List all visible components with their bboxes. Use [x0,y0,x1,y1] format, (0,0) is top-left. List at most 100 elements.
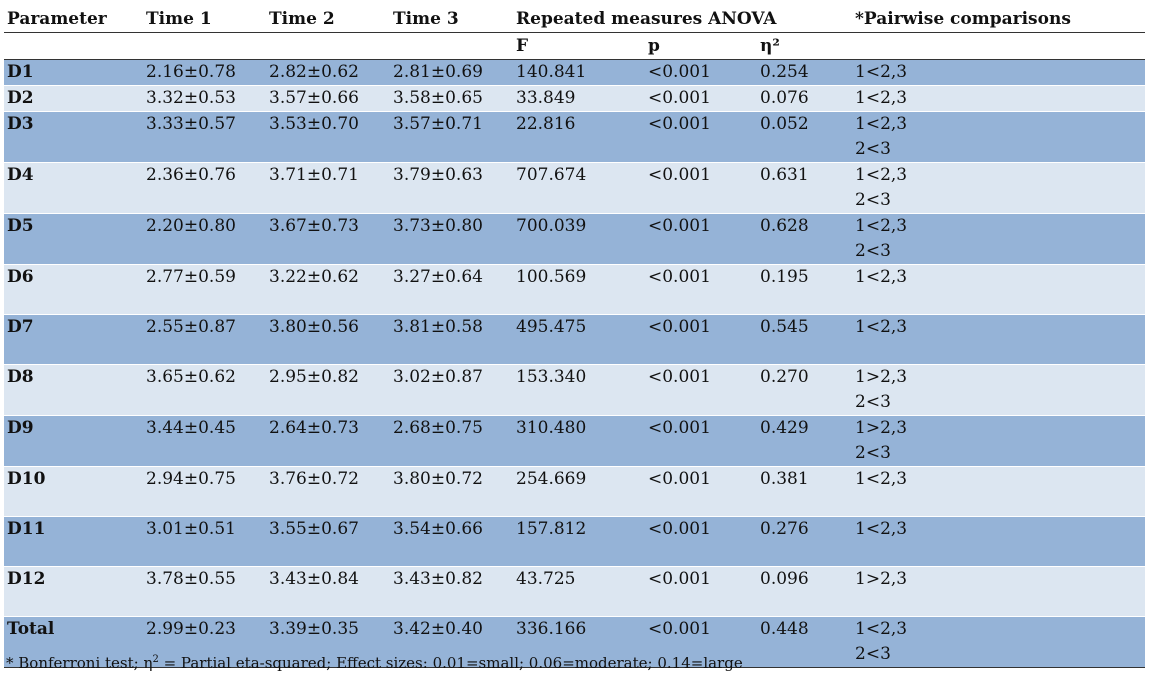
table-row: D10 2.94±0.75 3.76±0.72 3.80±0.72 254.669 <0.… [4,466,1146,517]
cell-p: <0.001 [645,264,757,315]
cell-time-1: 3.78±0.55 [143,566,266,617]
header-f: F [513,32,645,60]
cell-pairwise: 1<2,3 [852,516,1146,567]
cell-time-3: 3.58±0.65 [390,85,513,112]
cell-time-3: 3.79±0.63 [390,162,513,214]
table-row: D11 3.01±0.51 3.55±0.67 3.54±0.66 157.812 <0.… [4,516,1146,567]
cell-pairwise: 1>2,3 2<3 [852,364,1146,416]
cell-time-2: 3.22±0.62 [266,264,390,315]
pairwise-line-1: 1<2,3 [855,165,908,185]
table-row: D9 3.44±0.45 2.64±0.73 2.68±0.75 310.480 <0.0… [4,415,1146,467]
cell-p: <0.001 [645,213,757,265]
header-time-3: Time 3 [393,9,459,29]
cell-f: 33.849 [513,85,645,112]
header-anova: Repeated measures ANOVA [516,9,777,29]
cell-parameter: D3 [4,111,143,163]
pairwise-line-1: 1<2,3 [855,114,908,134]
header-row-main: Parameter Time 1 Time 2 Time 3 Repeated … [4,7,1145,33]
cell-time-1: 2.36±0.76 [143,162,266,214]
cell-time-3: 3.02±0.87 [390,364,513,416]
cell-eta: 0.076 [757,85,853,112]
cell-time-1: 3.01±0.51 [143,516,266,567]
cell-time-1: 3.32±0.53 [143,85,266,112]
cell-pairwise: 1>2,3 2<3 [852,415,1146,467]
cell-time-2: 3.57±0.66 [266,85,390,112]
header-parameter: Parameter [7,9,107,29]
pairwise-line-1: 1<2,3 [855,216,908,236]
cell-time-2: 3.53±0.70 [266,111,390,163]
cell-eta: 0.381 [757,466,853,517]
cell-f: 495.475 [513,314,645,365]
cell-time-2: 3.80±0.56 [266,314,390,365]
cell-parameter: D10 [4,466,143,517]
cell-p: <0.001 [645,516,757,567]
pairwise-line-1: 1<2,3 [855,62,908,82]
cell-eta: 0.276 [757,516,853,567]
cell-p: <0.001 [645,162,757,214]
cell-f: 254.669 [513,466,645,517]
cell-p: <0.001 [645,111,757,163]
pairwise-line-1: 1<2,3 [855,317,908,337]
cell-pairwise: 1<2,3 [852,85,1146,112]
cell-eta: 0.631 [757,162,853,214]
cell-f: 100.569 [513,264,645,315]
header-p: p [645,32,757,60]
cell-eta: 0.628 [757,213,853,265]
cell-time-1: 2.99±0.23 [143,616,266,668]
table-row: D3 3.33±0.57 3.53±0.70 3.57±0.71 22.816 <0.00… [4,111,1146,163]
cell-p: <0.001 [645,364,757,416]
table-row: D4 2.36±0.76 3.71±0.71 3.79±0.63 707.674 <0.0… [4,162,1146,214]
cell-pairwise: 1<2,3 [852,264,1146,315]
cell-parameter: D8 [4,364,143,416]
cell-time-3: 2.68±0.75 [390,415,513,467]
cell-time-1: 2.16±0.78 [143,59,266,86]
table-row: D12 3.78±0.55 3.43±0.84 3.43±0.82 43.725 <0.0… [4,566,1146,617]
pairwise-line-1: 1<2,3 [855,519,908,539]
cell-time-2: 3.71±0.71 [266,162,390,214]
cell-parameter: Total [4,616,143,668]
cell-f: 336.166 [513,616,645,668]
cell-eta: 0.195 [757,264,853,315]
pairwise-line-2: 2<3 [855,190,891,210]
cell-pairwise: 1<2,3 [852,59,1146,86]
header-time-2: Time 2 [269,9,335,29]
pairwise-line-1: 1<2,3 [855,267,908,287]
cell-time-1: 3.44±0.45 [143,415,266,467]
pairwise-line-2: 2<3 [855,139,891,159]
cell-time-3: 3.27±0.64 [390,264,513,315]
cell-time-2: 3.76±0.72 [266,466,390,517]
cell-p: <0.001 [645,566,757,617]
pairwise-line-1: 1>2,3 [855,367,908,387]
cell-eta: 0.052 [757,111,853,163]
cell-time-1: 2.77±0.59 [143,264,266,315]
pairwise-line-2: 2<3 [855,443,891,463]
cell-time-2: 2.82±0.62 [266,59,390,86]
pairwise-line-1: 1>2,3 [855,418,908,438]
cell-f: 310.480 [513,415,645,467]
cell-p: <0.001 [645,314,757,365]
cell-eta: 0.270 [757,364,853,416]
cell-time-3: 3.73±0.80 [390,213,513,265]
pairwise-line-2: 2<3 [855,392,891,412]
table-row: D2 3.32±0.53 3.57±0.66 3.58±0.65 33.849 <0.00… [4,85,1146,112]
header-row-sub: F p η² [4,32,1146,60]
cell-pairwise: 1<2,3 2<3 [852,213,1146,265]
cell-time-2: 3.43±0.84 [266,566,390,617]
cell-time-3: 3.42±0.40 [390,616,513,668]
cell-pairwise: 1<2,3 [852,314,1146,365]
cell-p: <0.001 [645,415,757,467]
cell-parameter: D4 [4,162,143,214]
cell-time-2: 3.67±0.73 [266,213,390,265]
cell-parameter: D12 [4,566,143,617]
cell-pairwise: 1>2,3 [852,566,1146,617]
cell-parameter: D9 [4,415,143,467]
table-row: D8 3.65±0.62 2.95±0.82 3.02±0.87 153.340 <0.0… [4,364,1146,416]
cell-eta: 0.096 [757,566,853,617]
footnote: * Bonferroni test; η2 = Partial eta-squa… [6,654,743,672]
anova-results-table: Parameter Time 1 Time 2 Time 3 Repeated … [4,7,1146,668]
cell-parameter: D11 [4,516,143,567]
pairwise-line-1: 1<2,3 [855,619,908,639]
cell-f: 140.841 [513,59,645,86]
cell-time-2: 2.64±0.73 [266,415,390,467]
cell-parameter: D7 [4,314,143,365]
